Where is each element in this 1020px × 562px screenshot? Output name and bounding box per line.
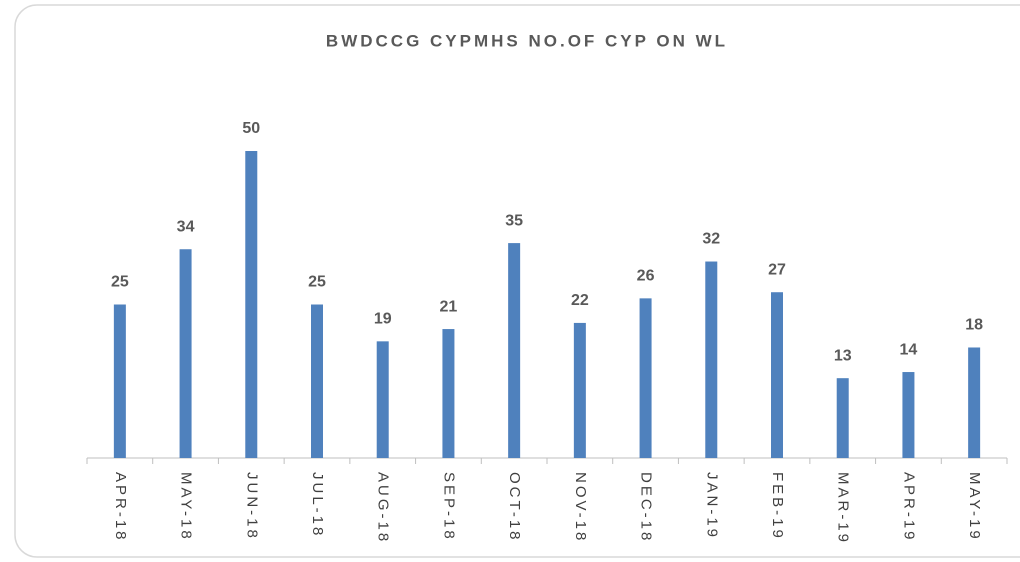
bar <box>639 298 652 458</box>
x-tick-label: SEP-18 <box>440 472 457 542</box>
x-tick-label: APR-18 <box>112 472 129 543</box>
x-tick-label: OCT-18 <box>506 472 523 543</box>
data-label: 35 <box>505 212 523 229</box>
data-label: 50 <box>242 120 260 137</box>
bar <box>442 329 455 458</box>
data-label: 14 <box>900 341 918 358</box>
data-label: 13 <box>834 347 852 364</box>
bar <box>771 292 783 458</box>
bar <box>573 322 586 458</box>
x-tick-label: APR-19 <box>900 472 917 543</box>
bar <box>179 249 192 458</box>
x-tick-label: JAN-19 <box>703 472 720 540</box>
x-tick-label: AUG-18 <box>375 472 392 544</box>
bar <box>902 372 915 458</box>
bar <box>836 378 849 458</box>
bar <box>311 304 323 458</box>
data-label: 22 <box>571 292 589 309</box>
bar <box>376 341 389 458</box>
bar <box>508 243 521 458</box>
x-tick-label: JUL-18 <box>309 472 326 538</box>
data-label: 18 <box>965 317 983 334</box>
x-tick-label: NOV-18 <box>572 472 589 543</box>
chart-title: BWDCCG CYPMHS NO.OF CYP ON WL <box>326 31 728 50</box>
x-tick-label: JUN-18 <box>243 472 260 541</box>
data-label: 34 <box>177 218 195 235</box>
x-tick-label: DEC-18 <box>638 472 655 543</box>
data-label: 26 <box>637 268 655 285</box>
x-tick-label: FEB-19 <box>769 472 786 541</box>
data-label: 32 <box>702 231 720 248</box>
bar <box>245 151 258 458</box>
data-label: 25 <box>111 274 129 291</box>
x-tick-label: MAY-19 <box>966 472 983 542</box>
bar <box>968 347 981 458</box>
bar <box>113 304 126 458</box>
data-label: 21 <box>440 298 458 315</box>
bar <box>705 261 718 458</box>
data-label: 19 <box>374 311 392 328</box>
x-tick-label: MAY-18 <box>178 472 195 542</box>
data-label: 25 <box>308 274 326 291</box>
x-tick-label: MAR-19 <box>835 472 852 545</box>
data-label: 27 <box>768 261 786 278</box>
